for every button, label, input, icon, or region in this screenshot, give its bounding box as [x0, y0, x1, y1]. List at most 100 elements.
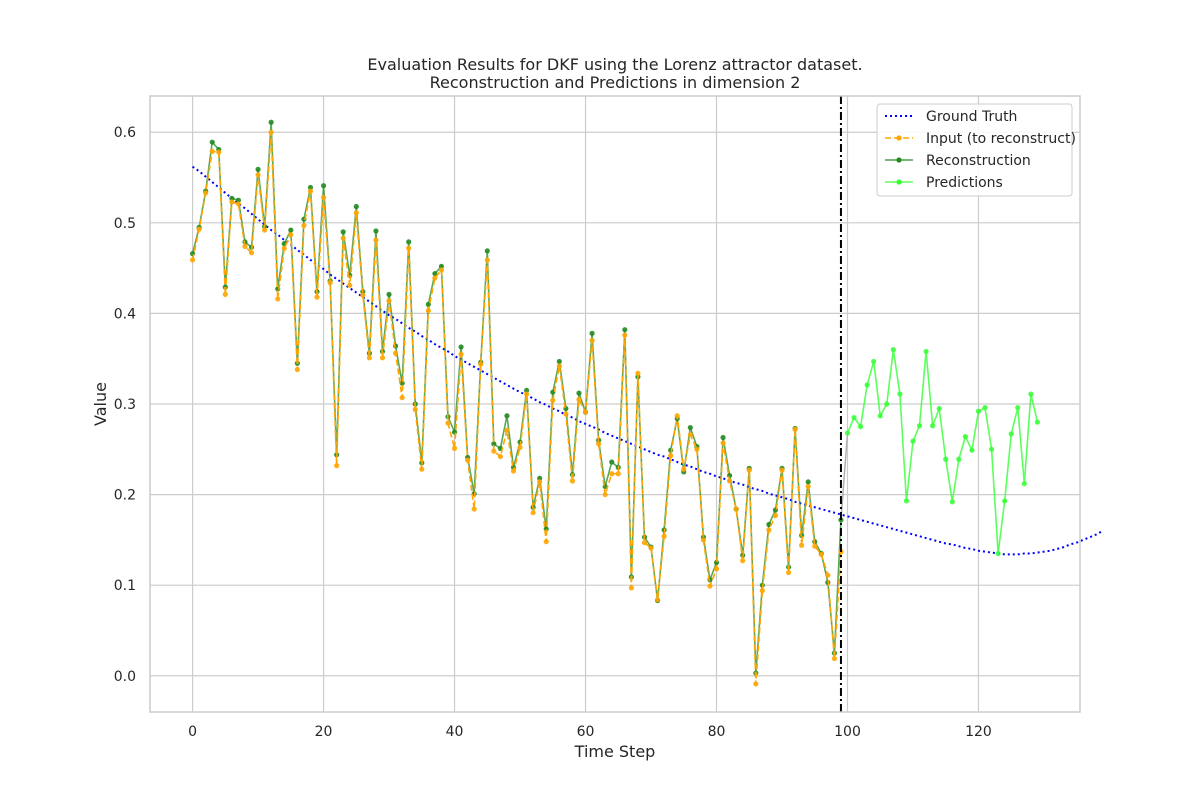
input-point [471, 506, 477, 512]
predictions-point [982, 405, 988, 411]
input-point [779, 467, 785, 473]
reconstruction-point [523, 387, 530, 394]
reconstruction-point [537, 475, 543, 481]
input-point [327, 280, 333, 286]
predictions-point [864, 382, 870, 388]
input-point [785, 569, 792, 576]
input-point [556, 363, 562, 369]
x-axis-label: Time Step [574, 742, 656, 761]
input-point [189, 257, 196, 263]
input-point [563, 411, 569, 417]
y-tick-label: 0.5 [114, 216, 136, 232]
reconstruction-point [805, 479, 811, 485]
y-tick-label: 0.2 [114, 488, 136, 504]
reconstruction-point [504, 413, 510, 419]
predictions-point [995, 550, 1001, 557]
input-point [596, 441, 602, 447]
reconstruction-point [451, 429, 458, 435]
predictions-point [936, 405, 942, 412]
reconstruction-point [458, 344, 464, 350]
reconstruction-point [484, 248, 490, 254]
input-point [589, 337, 595, 344]
input-point [438, 267, 445, 273]
input-point [674, 413, 680, 419]
input-point [307, 188, 314, 194]
input-point [543, 539, 549, 545]
predictions-legend-marker [896, 179, 902, 185]
input-point [386, 298, 392, 304]
input-point [275, 296, 281, 302]
input-point [281, 245, 287, 251]
input-point [399, 395, 405, 401]
reconstruction-point [189, 251, 196, 257]
input-point [733, 506, 739, 512]
series-layer [189, 96, 1104, 712]
input-point [504, 427, 510, 433]
x-tick-label: 80 [708, 724, 726, 740]
input-point [641, 540, 648, 546]
reconstruction-point [235, 197, 242, 203]
input-point [635, 370, 641, 376]
x-tick-label: 20 [315, 724, 333, 740]
input-point [294, 366, 300, 373]
input-point [320, 194, 327, 201]
y-tick-label: 0.4 [114, 306, 136, 322]
input-point [825, 572, 831, 578]
input-point [668, 453, 674, 459]
y-tick-label: 0.0 [114, 669, 136, 685]
input-point [740, 558, 746, 564]
reconstruction-point [609, 459, 615, 465]
reconstruction-point [307, 184, 314, 191]
input-point [831, 655, 838, 662]
ground-truth-line [192, 165, 1104, 556]
input-point [360, 292, 366, 298]
reconstruction-point [268, 119, 274, 125]
reconstruction-point [425, 301, 431, 307]
input-point [687, 432, 693, 438]
input-point [727, 478, 733, 484]
reconstruction-point [622, 327, 628, 333]
input-point [661, 533, 667, 539]
predictions-point [1021, 481, 1027, 487]
input-point [419, 466, 425, 472]
input-point [569, 478, 576, 484]
plot-frame [149, 95, 1081, 713]
predictions-point [1028, 391, 1034, 397]
input-point [576, 396, 582, 403]
reconstruction-point [373, 228, 379, 234]
reconstruction-to-predictions-connector [840, 432, 849, 521]
input-point [451, 445, 458, 451]
input-point [366, 355, 372, 361]
input-point [707, 583, 713, 589]
input-point [209, 148, 215, 154]
input-point [746, 467, 752, 473]
input-point [393, 350, 399, 356]
input-point [818, 551, 824, 557]
reconstruction-point [589, 330, 595, 336]
input-point [609, 471, 615, 477]
reconstruction-line [191, 122, 842, 674]
input-point [262, 227, 268, 233]
input-point [622, 332, 628, 338]
input-point [484, 257, 490, 263]
input-point [301, 222, 307, 229]
legend-box [876, 103, 1073, 197]
reconstruction-point [406, 239, 412, 245]
input-point [353, 210, 359, 216]
predictions-point [943, 456, 949, 462]
chart-title: Evaluation Results for DKF using the Lor… [367, 55, 862, 74]
predictions-point [858, 424, 864, 430]
input-point [602, 491, 608, 498]
input-point [753, 681, 759, 687]
input-point [445, 420, 451, 426]
predictions-legend-label: Predictions [926, 175, 1003, 191]
reconstruction-point [687, 424, 693, 431]
input-point [412, 406, 418, 413]
input-point [465, 457, 471, 463]
input-point [772, 512, 779, 519]
input-point [792, 426, 798, 432]
y-axis-label: Value [91, 382, 110, 426]
input-point [373, 237, 379, 243]
input-point [497, 453, 503, 460]
